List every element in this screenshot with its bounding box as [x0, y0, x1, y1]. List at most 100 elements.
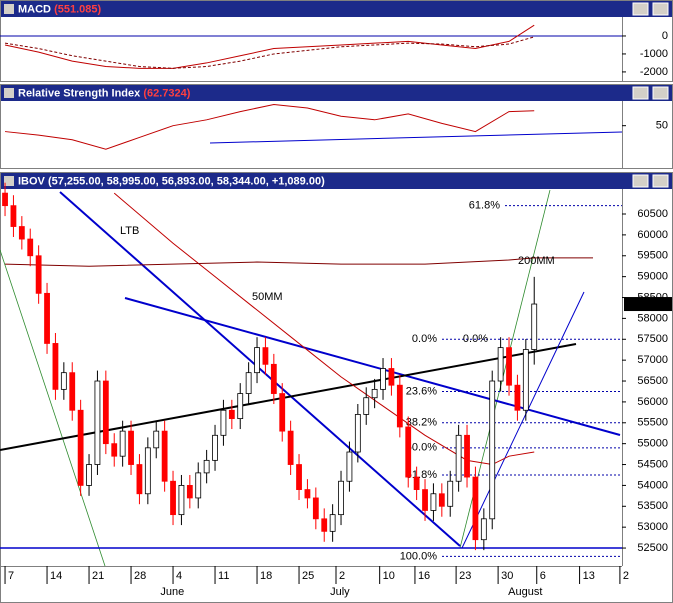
- candle-body: [220, 409, 227, 436]
- candle-body: [203, 459, 210, 474]
- panel-icon[interactable]: [4, 88, 14, 98]
- candle-body: [195, 472, 202, 499]
- panel-icon[interactable]: [4, 176, 14, 186]
- fib-label: 61.8%: [469, 200, 500, 212]
- candle-body: [212, 434, 218, 461]
- candle-body: [228, 409, 235, 420]
- candle-body: [354, 414, 361, 453]
- close-button[interactable]: [652, 86, 669, 100]
- trend-line-ltb: [59, 191, 461, 547]
- month-label: June: [160, 586, 184, 598]
- candle-body: [44, 292, 50, 344]
- candle-body: [506, 347, 512, 386]
- minimize-button[interactable]: [632, 2, 649, 16]
- candle-body: [136, 464, 143, 495]
- candle-body: [380, 368, 386, 390]
- candle-body: [2, 192, 8, 207]
- candle-body: [489, 380, 496, 520]
- candle-body: [522, 349, 529, 411]
- x-tick-label: 11: [218, 570, 229, 582]
- candle-body: [287, 430, 294, 465]
- candle-body: [86, 464, 92, 486]
- candle-body: [94, 380, 101, 465]
- last-price-tag: [624, 297, 672, 312]
- close-button[interactable]: [652, 2, 669, 16]
- x-tick-label: 25: [302, 570, 314, 582]
- x-tick-label: 16: [418, 570, 430, 582]
- candle-body: [430, 493, 437, 511]
- candle-body: [480, 518, 487, 541]
- y-tick-label: -1000: [640, 48, 668, 60]
- x-tick-label: 7: [8, 570, 14, 582]
- y-tick-label: 53500: [637, 500, 668, 512]
- y-tick-label: 52500: [637, 542, 668, 554]
- title-value: (62.7324): [143, 87, 190, 99]
- candle-body: [77, 409, 84, 486]
- candle-body: [472, 476, 479, 541]
- window-buttons: [4, 2, 669, 188]
- close-button[interactable]: [652, 174, 669, 188]
- candle-body: [35, 255, 42, 294]
- macd-title-bar: [1, 1, 672, 17]
- candle-body: [346, 451, 353, 482]
- x-tick-label: 28: [134, 570, 146, 582]
- x-tick-label: 6: [540, 570, 546, 582]
- y-tick-label: 54500: [637, 458, 668, 470]
- title-value: (551.085): [54, 3, 101, 15]
- y-tick-label: 56500: [637, 375, 668, 387]
- fib-label: 61.8%: [406, 469, 437, 481]
- candle-body: [153, 430, 160, 449]
- candle-body: [245, 372, 252, 394]
- candle-body: [455, 434, 462, 482]
- ma-label: 200MM: [518, 255, 555, 267]
- candle-body: [304, 489, 311, 499]
- candle-body: [279, 393, 286, 432]
- x-tick-label: 13: [583, 570, 595, 582]
- fan-line: [0, 249, 106, 567]
- candle-body: [438, 493, 445, 507]
- candle-body: [405, 426, 412, 478]
- candle-body: [186, 485, 193, 499]
- candle-body: [254, 347, 260, 374]
- panel-title: IBOV (57,255.00, 58,995.00, 56,893.00, 5…: [18, 175, 325, 187]
- candle-body: [111, 443, 118, 457]
- candle-body: [329, 514, 336, 532]
- minimize-button[interactable]: [632, 86, 649, 100]
- candle-body: [413, 476, 420, 490]
- y-tick-label: 0: [662, 30, 668, 42]
- rsi-title-bar: [1, 85, 672, 101]
- fib-label: 100.0%: [400, 550, 438, 562]
- channel-line: [461, 291, 585, 549]
- indicator-line: [4, 36, 535, 69]
- y-tick-label: -2000: [640, 66, 668, 78]
- candle-body: [396, 384, 403, 428]
- panel-title: MACD (551.085): [18, 3, 101, 15]
- fib-label: 50.0%: [406, 442, 437, 454]
- candle-body: [422, 489, 428, 511]
- fib-label: 23.6%: [406, 385, 437, 397]
- candle-body: [10, 205, 17, 227]
- minimize-button[interactable]: [632, 174, 649, 188]
- candle-body: [531, 303, 538, 350]
- x-tick-label: 23: [459, 570, 471, 582]
- annotation: LTB: [120, 225, 139, 237]
- candle-body: [497, 347, 504, 382]
- candle-body: [144, 447, 151, 495]
- indicator-line: [4, 24, 535, 69]
- y-tick-label: 60500: [637, 208, 668, 220]
- candle-body: [102, 380, 109, 445]
- candle-body: [296, 464, 302, 490]
- x-tick-label: 14: [50, 570, 62, 582]
- candle-body: [464, 434, 470, 478]
- indicator-line: [4, 104, 535, 150]
- x-tick-label: 2: [623, 570, 629, 582]
- y-tick-label: 57000: [637, 354, 668, 366]
- candle-body: [69, 372, 76, 411]
- panel-icon[interactable]: [4, 4, 14, 14]
- title-value: (57,255.00, 58,995.00, 56,893.00, 58,344…: [48, 175, 325, 187]
- candle-body: [60, 372, 67, 390]
- x-tick-label: 18: [260, 570, 272, 582]
- candle-body: [18, 226, 25, 240]
- candle-body: [52, 343, 59, 390]
